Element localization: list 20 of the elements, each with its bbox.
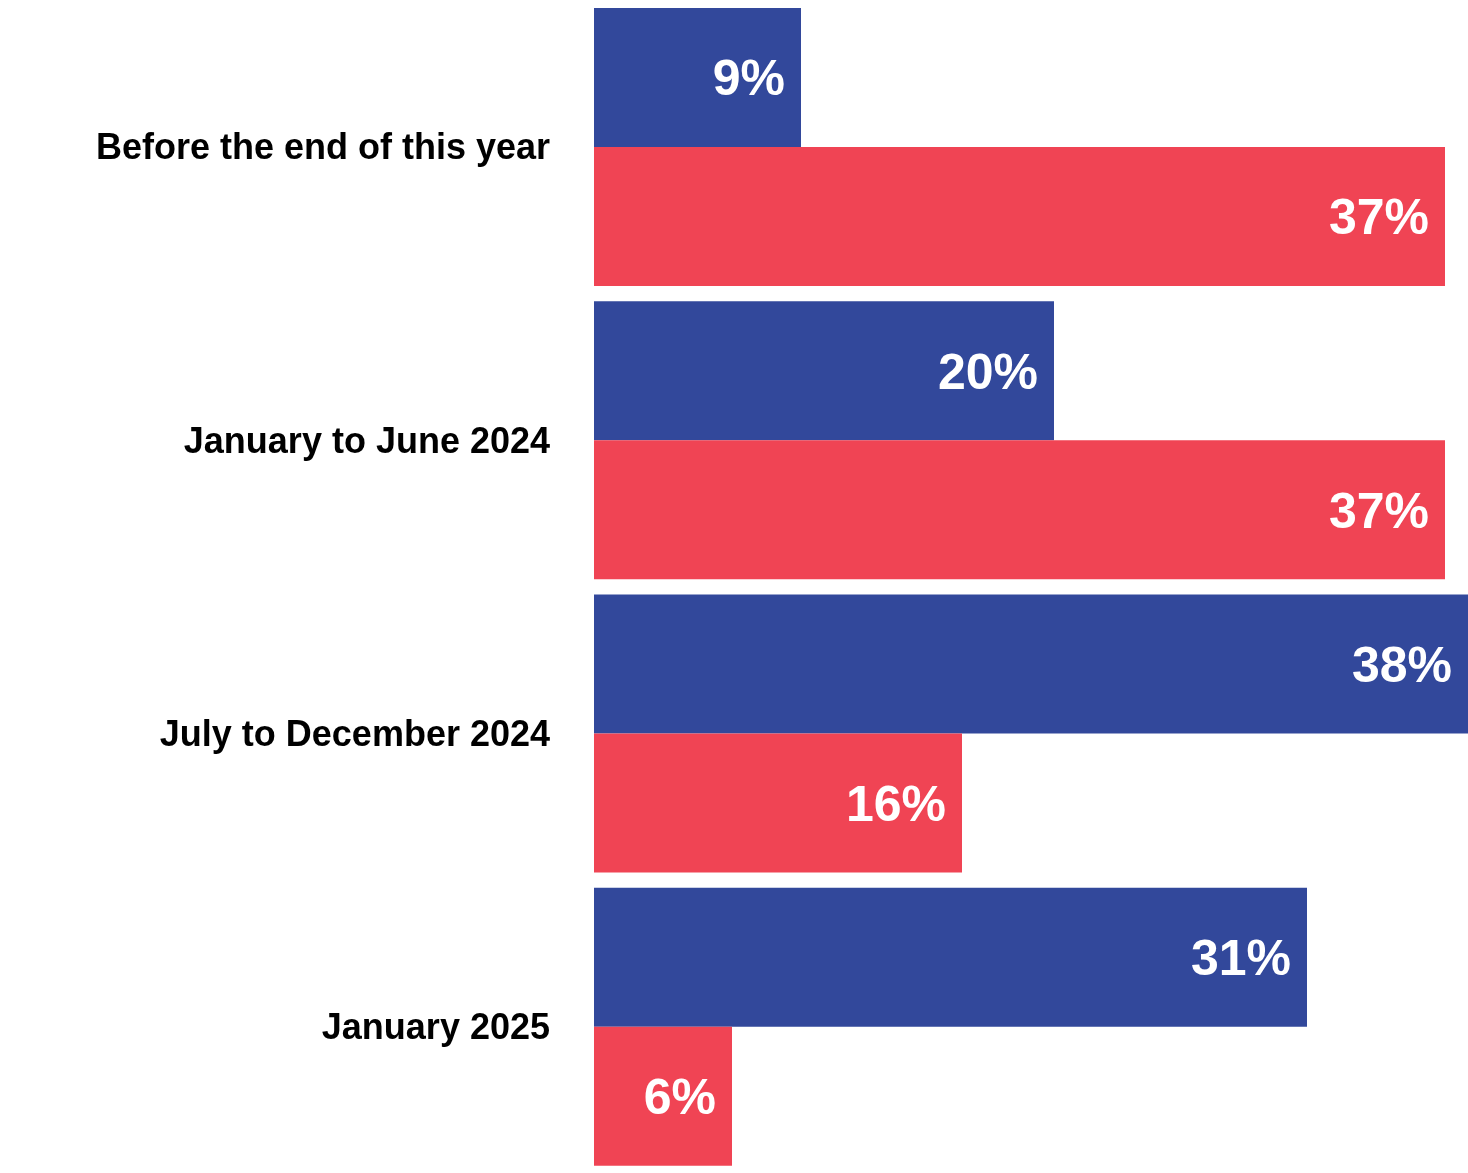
- y-tick-label: Before the end of this year: [95, 126, 550, 168]
- data-label: 6%: [643, 1069, 716, 1125]
- bar: [594, 887, 1307, 1027]
- bar: [594, 594, 1468, 734]
- data-label: 9%: [712, 50, 785, 107]
- bar: [594, 733, 962, 873]
- bar: [594, 301, 1054, 441]
- y-tick-label: January to June 2024: [183, 419, 550, 461]
- data-label: 38%: [1351, 636, 1452, 693]
- data-label: 16%: [845, 775, 946, 832]
- data-label: 31%: [1190, 930, 1291, 986]
- bar: [594, 1026, 732, 1166]
- data-label: 37%: [1328, 189, 1429, 246]
- data-label: 37%: [1328, 482, 1429, 539]
- data-label: 20%: [937, 343, 1038, 400]
- bar: [594, 8, 801, 147]
- y-tick-label: July to December 2024: [159, 712, 550, 754]
- bar: [594, 440, 1445, 580]
- y-tick-label: January 2025: [321, 1006, 550, 1048]
- bar: [594, 147, 1445, 286]
